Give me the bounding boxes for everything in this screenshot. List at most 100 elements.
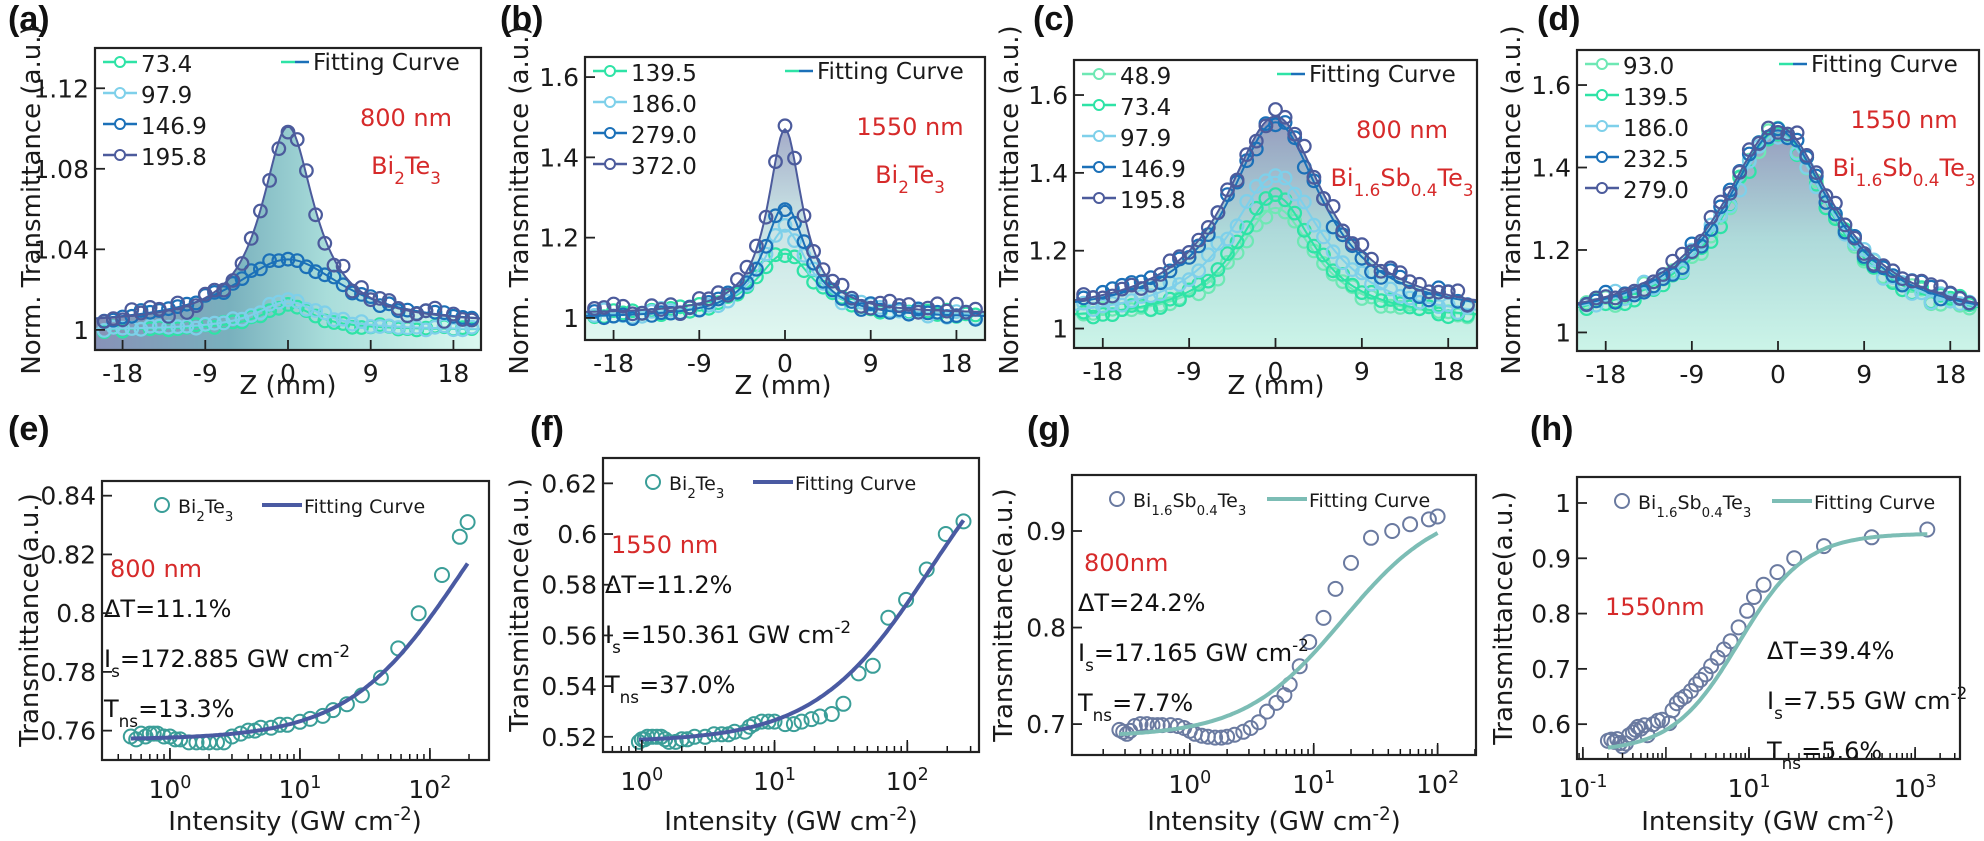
data-point	[682, 300, 698, 316]
data-point	[207, 315, 222, 331]
panel-b: (b) 139.5 186.0 279.0 372.0 Fitting Curve 1550…	[500, 0, 987, 401]
data-point	[170, 295, 186, 311]
data-point	[289, 299, 305, 315]
data-point	[326, 312, 342, 328]
data-point	[1306, 217, 1322, 233]
data-point	[1277, 115, 1293, 130]
legend-label: 97.9	[141, 83, 192, 109]
legend-marker-icon	[1093, 192, 1105, 204]
data-point	[133, 321, 149, 337]
data-point	[939, 303, 955, 319]
data-point	[1229, 218, 1245, 234]
data-point	[335, 316, 351, 331]
data-point	[1769, 564, 1786, 581]
x-tick-label: 101	[278, 773, 321, 804]
area-fill	[1577, 126, 1979, 351]
legend-label: 146.9	[1120, 157, 1186, 183]
data-point	[739, 259, 755, 275]
legend-marker-icon	[1596, 120, 1608, 132]
panel-a: (a) 73.4 97.9 146.9 195.8 Fitting Curve 800 nm…	[8, 0, 483, 401]
x-tick-label: -9	[1679, 360, 1704, 389]
data-point	[1645, 716, 1662, 733]
x-tick-label: 101	[1292, 768, 1335, 799]
data-point	[1837, 217, 1853, 233]
data-point	[1152, 286, 1168, 302]
data-point	[280, 124, 296, 140]
data-point	[920, 305, 936, 321]
y-tick-label: 0.58	[541, 571, 597, 600]
y-tick-label: 0.52	[541, 723, 597, 752]
data-point	[1808, 179, 1824, 195]
data-point	[252, 203, 268, 219]
material-annotation: Bi2Te3	[371, 152, 441, 188]
data-point	[758, 246, 774, 262]
data-point	[872, 302, 888, 318]
fit-curve	[1607, 532, 1928, 750]
data-point	[1325, 263, 1341, 279]
data-point	[1316, 229, 1331, 245]
legend-marker-icon	[1596, 58, 1608, 70]
y-tick-label: 0.6	[1531, 710, 1571, 739]
x-tick-label: 102	[1416, 768, 1459, 799]
data-point	[252, 261, 268, 277]
x-tick-label: 0	[777, 349, 793, 378]
data-point	[1450, 293, 1466, 309]
data-point	[354, 280, 369, 295]
data-point	[1325, 219, 1341, 235]
data-point	[1210, 271, 1226, 287]
data-point	[1431, 306, 1446, 322]
data-point	[234, 271, 250, 287]
data-point	[758, 209, 774, 225]
panel-c: (c) 48.9 73.4 97.9 146.9 195.8 Fitting Curve 80…	[995, 0, 1479, 401]
data-point	[1239, 220, 1255, 236]
nonsaturable-loss-annotation: Tns=13.3%	[103, 695, 234, 731]
data-point	[1325, 244, 1341, 260]
data-point	[787, 249, 802, 265]
data-point	[317, 305, 333, 321]
data-point	[787, 150, 802, 166]
data-point	[777, 202, 793, 218]
data-point	[823, 706, 840, 722]
x-tick-label: -18	[593, 349, 634, 378]
legend-label: 372.0	[631, 154, 697, 180]
data-point	[1191, 232, 1207, 248]
data-point	[1847, 230, 1862, 246]
data-point	[179, 305, 195, 320]
data-point	[1364, 284, 1379, 300]
y-axis-label: Norm. Transmittance (a.u.)	[17, 25, 47, 374]
data-point	[161, 319, 176, 335]
nonsaturable-loss-annotation: Tns=37.0%	[604, 671, 735, 707]
data-point	[768, 154, 783, 170]
data-point	[1210, 205, 1226, 221]
data-point	[834, 277, 850, 293]
data-point	[1384, 523, 1401, 539]
data-point	[216, 282, 232, 298]
legend-fit-label: Fitting Curve	[1814, 492, 1935, 514]
data-point	[1429, 508, 1446, 525]
data-point	[1606, 733, 1623, 750]
data-point	[1095, 290, 1111, 306]
data-point	[197, 316, 213, 332]
legend-fit-label: Fitting Curve	[1309, 62, 1456, 88]
data-point	[1746, 589, 1762, 605]
data-point	[1200, 247, 1216, 263]
legend-marker-icon	[1614, 493, 1630, 509]
data-point	[1287, 126, 1303, 142]
data-point	[1344, 277, 1360, 293]
data-point	[289, 293, 305, 309]
data-point	[390, 320, 406, 335]
y-axis-label: Norm. Transmittance (a.u.)	[1497, 25, 1527, 374]
legend-marker-icon	[1093, 130, 1105, 142]
data-point	[188, 298, 204, 314]
wavelength-annotation: 1550 nm	[856, 113, 963, 141]
y-tick-label: 0.82	[40, 540, 96, 569]
data-point	[390, 301, 406, 316]
legend-label: 139.5	[631, 61, 697, 87]
data-point	[1335, 255, 1351, 271]
y-axis-label: Norm. Transmittance (a.u.)	[505, 25, 535, 374]
data-point	[151, 301, 167, 317]
data-point	[280, 292, 296, 308]
legend-marker-label: Bi2Te3	[178, 496, 233, 525]
data-point	[793, 713, 810, 730]
wavelength-annotation: 1550nm	[1605, 593, 1705, 621]
